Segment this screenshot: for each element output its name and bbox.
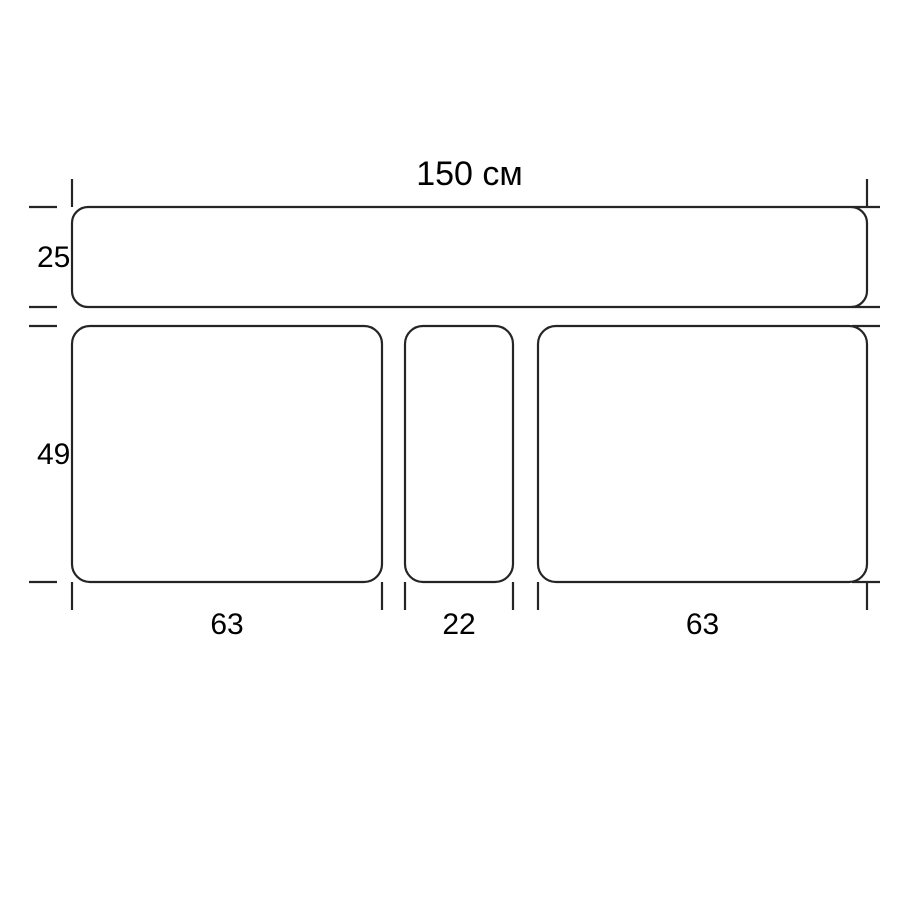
label-h25: 25 <box>37 241 70 274</box>
label-w-mid: 22 <box>442 608 475 641</box>
label-w-right: 63 <box>686 608 719 641</box>
label-total-width: 150 см <box>416 155 523 193</box>
panel-left <box>72 326 382 582</box>
panel-mid <box>405 326 513 582</box>
label-w-left: 63 <box>210 608 243 641</box>
dimension-diagram: 150 см 25 49 63 22 63 <box>0 0 900 900</box>
panel-top-bar <box>72 207 867 307</box>
label-h49: 49 <box>37 438 70 471</box>
panel-right <box>538 326 867 582</box>
